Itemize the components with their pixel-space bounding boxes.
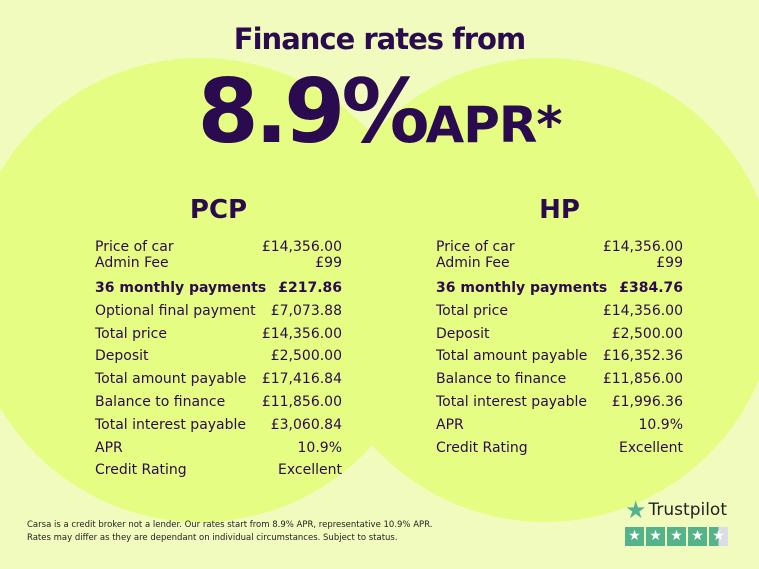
row-value: £217.86 xyxy=(278,280,342,296)
table-row: Total interest payable £3,060.84 xyxy=(95,414,342,437)
table-row: Credit Rating Excellent xyxy=(436,437,683,460)
trustpilot-badge[interactable]: ★ Trustpilot ★ ★ ★ ★ ★ xyxy=(625,496,728,546)
disclaimer-line: Rates may differ as they are dependant o… xyxy=(27,533,398,543)
table-row: 36 monthly payments £384.76 xyxy=(436,277,683,300)
star-icon: ★ xyxy=(667,527,686,546)
disclaimer: Carsa is a credit broker not a lender. O… xyxy=(27,519,432,545)
table-row: Total amount payable £16,352.36 xyxy=(436,345,683,368)
pcp-table: PCP Price of car £14,356.00 Admin Fee £99 36 … xyxy=(95,195,342,482)
row-value: £14,356.00 xyxy=(261,239,342,255)
pcp-title: PCP xyxy=(189,195,248,225)
row-label: Price of car xyxy=(436,239,515,255)
star-icon: ★ xyxy=(709,527,728,546)
row-label: Deposit xyxy=(436,325,490,342)
table-row: Total price £14,356.00 xyxy=(95,323,342,346)
star-icon: ★ xyxy=(625,527,644,546)
row-value: £384.76 xyxy=(619,280,683,296)
row-label: Total interest payable xyxy=(95,416,247,433)
row-label: Optional final payment xyxy=(95,302,256,319)
bg-circle-right xyxy=(313,58,759,522)
row-value: £14,356.00 xyxy=(602,302,683,319)
row-value: £17,416.84 xyxy=(261,371,342,388)
row-value: Excellent xyxy=(619,439,683,456)
table-row: Price of car £14,356.00 xyxy=(436,239,683,255)
row-label: Total amount payable xyxy=(436,348,588,365)
table-row: Price of car £14,356.00 xyxy=(95,239,342,255)
row-value: 10.9% xyxy=(638,416,683,433)
row-label: Total interest payable xyxy=(436,393,588,410)
star-icon: ★ xyxy=(625,496,647,524)
row-label: 36 monthly payments xyxy=(95,280,267,296)
rating-stars: ★ ★ ★ ★ ★ xyxy=(625,527,728,546)
table-row: Credit Rating Excellent xyxy=(95,459,342,482)
rate-value: 8.9% xyxy=(197,60,429,163)
row-label: Balance to finance xyxy=(436,371,567,388)
table-row: Optional final payment £7,073.88 xyxy=(95,300,342,323)
star-icon: ★ xyxy=(688,527,707,546)
row-value: £99 xyxy=(656,255,683,271)
row-label: Deposit xyxy=(95,348,149,365)
row-value: 10.9% xyxy=(297,439,342,456)
headline: Finance rates from xyxy=(233,22,526,56)
row-value: £99 xyxy=(315,255,342,271)
row-value: Excellent xyxy=(278,462,342,479)
row-label: Total amount payable xyxy=(95,371,247,388)
table-row: 36 monthly payments £217.86 xyxy=(95,277,342,300)
star-icon: ★ xyxy=(646,527,665,546)
row-value: £14,356.00 xyxy=(602,239,683,255)
row-label: APR xyxy=(436,416,464,433)
rate-display: 8.9%APR* xyxy=(0,62,759,175)
hp-title: HP xyxy=(539,195,580,225)
row-value: £11,856.00 xyxy=(261,393,342,410)
row-label: Balance to finance xyxy=(95,393,226,410)
row-value: £11,856.00 xyxy=(602,371,683,388)
row-label: APR xyxy=(95,439,123,456)
trustpilot-name: Trustpilot xyxy=(648,500,727,520)
table-row: APR 10.9% xyxy=(436,414,683,437)
table-row: Total amount payable £17,416.84 xyxy=(95,368,342,391)
table-row: Total interest payable £1,996.36 xyxy=(436,391,683,414)
row-value: £3,060.84 xyxy=(270,416,342,433)
table-row: APR 10.9% xyxy=(95,437,342,460)
row-value: £1,996.36 xyxy=(611,393,683,410)
table-row: Balance to finance £11,856.00 xyxy=(436,368,683,391)
hp-table: HP Price of car £14,356.00 Admin Fee £99 36 m… xyxy=(436,195,683,459)
row-label: 36 monthly payments xyxy=(436,280,608,296)
row-label: Total price xyxy=(95,325,167,342)
row-value: £2,500.00 xyxy=(270,348,342,365)
table-row: Admin Fee £99 xyxy=(95,255,342,271)
row-label: Admin Fee xyxy=(95,255,169,271)
row-label: Credit Rating xyxy=(95,462,187,479)
table-row: Total price £14,356.00 xyxy=(436,300,683,323)
row-label: Credit Rating xyxy=(436,439,528,456)
table-row: Balance to finance £11,856.00 xyxy=(95,391,342,414)
row-label: Total price xyxy=(436,302,508,319)
row-value: £7,073.88 xyxy=(270,302,342,319)
table-row: Deposit £2,500.00 xyxy=(436,323,683,346)
table-row: Admin Fee £99 xyxy=(436,255,683,271)
disclaimer-line: Carsa is a credit broker not a lender. O… xyxy=(27,520,433,530)
row-label: Admin Fee xyxy=(436,255,510,271)
row-label: Price of car xyxy=(95,239,174,255)
table-row: Deposit £2,500.00 xyxy=(95,345,342,368)
row-value: £2,500.00 xyxy=(611,325,683,342)
rate-suffix: APR* xyxy=(425,96,563,154)
row-value: £14,356.00 xyxy=(261,325,342,342)
row-value: £16,352.36 xyxy=(602,348,683,365)
